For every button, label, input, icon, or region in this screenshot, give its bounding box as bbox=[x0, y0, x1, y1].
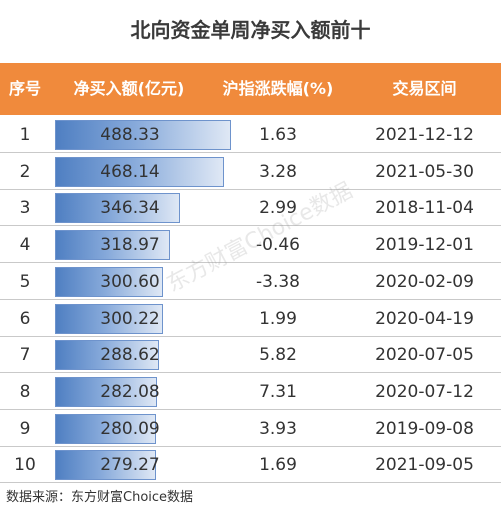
net-buy-value: 288.62 bbox=[100, 345, 160, 366]
period-cell: 2020-04-19 bbox=[375, 308, 474, 329]
rank-cell: 9 bbox=[19, 418, 31, 439]
net-buy-cell: 288.62 bbox=[55, 337, 205, 373]
net-buy-value: 488.33 bbox=[100, 125, 160, 145]
net-buy-bar bbox=[55, 193, 180, 224]
index-change-cell: 3.28 bbox=[259, 161, 297, 182]
net-buy-bar bbox=[55, 303, 164, 334]
index-change-cell: 3.93 bbox=[259, 418, 297, 439]
table-row: 7 288.62 5.82 2020-07-05 bbox=[0, 337, 501, 374]
net-buy-bar bbox=[55, 340, 159, 371]
net-buy-bar bbox=[55, 266, 164, 297]
net-buy-value: 346.34 bbox=[100, 198, 160, 219]
index-change-cell: -3.38 bbox=[256, 271, 300, 292]
net-buy-bar bbox=[55, 450, 156, 481]
period-cell: 2020-07-12 bbox=[375, 381, 474, 402]
index-change-cell: 2.99 bbox=[259, 198, 297, 219]
net-buy-value: 318.97 bbox=[100, 235, 160, 256]
table-row: 3 346.34 2.99 2018-11-04 bbox=[0, 190, 501, 227]
column-header-net-buy: 净买入额(亿元) bbox=[73, 79, 185, 98]
rank-cell: 4 bbox=[19, 235, 31, 256]
rank-cell: 1 bbox=[19, 125, 31, 145]
table-row: 10 279.27 1.69 2021-09-05 bbox=[0, 447, 501, 484]
net-buy-value: 468.14 bbox=[100, 161, 160, 182]
rank-cell: 6 bbox=[19, 308, 31, 329]
rank-cell: 7 bbox=[19, 345, 31, 366]
period-cell: 2020-02-09 bbox=[375, 271, 474, 292]
table-row: 4 318.97 -0.46 2019-12-01 bbox=[0, 227, 501, 264]
table-row: 5 300.60 -3.38 2020-02-09 bbox=[0, 264, 501, 300]
index-change-cell: 1.69 bbox=[259, 455, 297, 476]
net-buy-bar bbox=[55, 156, 224, 187]
period-cell: 2021-09-05 bbox=[375, 455, 474, 476]
table-row: 2 468.14 3.28 2021-05-30 bbox=[0, 154, 501, 190]
net-buy-value: 280.09 bbox=[100, 418, 160, 439]
index-change-cell: 7.31 bbox=[259, 381, 297, 402]
period-cell: 2021-05-30 bbox=[375, 161, 474, 182]
net-buy-value: 282.08 bbox=[100, 381, 160, 402]
net-buy-cell: 282.08 bbox=[55, 374, 205, 410]
net-buy-value: 300.22 bbox=[100, 308, 160, 329]
period-cell: 2020-07-05 bbox=[375, 345, 474, 366]
rank-cell: 2 bbox=[19, 161, 31, 182]
period-cell: 2021-12-12 bbox=[375, 125, 474, 145]
column-header-period: 交易区间 bbox=[392, 79, 457, 98]
rank-cell: 5 bbox=[19, 271, 31, 292]
net-buy-cell: 346.34 bbox=[55, 190, 205, 226]
index-change-cell: -0.46 bbox=[256, 235, 300, 256]
net-buy-bar bbox=[55, 230, 170, 261]
net-buy-cell: 468.14 bbox=[55, 154, 224, 190]
column-header-rank: 序号 bbox=[8, 79, 41, 98]
period-cell: 2019-09-08 bbox=[375, 418, 474, 439]
index-change-cell: 1.63 bbox=[259, 125, 297, 145]
rank-cell: 3 bbox=[19, 198, 31, 219]
period-cell: 2018-11-04 bbox=[375, 198, 474, 219]
net-buy-cell: 318.97 bbox=[55, 227, 205, 263]
net-buy-cell: 279.27 bbox=[55, 447, 205, 483]
rank-cell: 8 bbox=[19, 381, 31, 402]
net-buy-value: 300.60 bbox=[100, 271, 160, 292]
net-buy-cell: 300.60 bbox=[55, 264, 205, 300]
net-buy-cell: 488.33 bbox=[55, 117, 231, 153]
table-row: 8 282.08 7.31 2020-07-12 bbox=[0, 374, 501, 410]
table-row: 6 300.22 1.99 2020-04-19 bbox=[0, 301, 501, 337]
rank-cell: 10 bbox=[14, 455, 36, 476]
net-buy-bar bbox=[55, 376, 157, 407]
chart-title: 北向资金单周净买入额前十 bbox=[130, 18, 371, 42]
index-change-cell: 1.99 bbox=[259, 308, 297, 329]
index-change-cell: 5.82 bbox=[259, 345, 297, 366]
net-buy-cell: 280.09 bbox=[55, 411, 205, 447]
table-row: 1 488.33 1.63 2021-12-12 bbox=[0, 117, 501, 153]
column-header-index-change: 沪指涨跌幅(%) bbox=[222, 79, 334, 98]
net-buy-bar bbox=[55, 413, 156, 444]
period-cell: 2019-12-01 bbox=[375, 235, 474, 256]
net-buy-bar bbox=[55, 120, 231, 150]
table-header: 序号 净买入额(亿元) 沪指涨跌幅(%) 交易区间 bbox=[0, 63, 501, 115]
table-row: 9 280.09 3.93 2019-09-08 bbox=[0, 411, 501, 447]
data-source-note: 数据来源：东方财富Choice数据 bbox=[6, 490, 194, 505]
net-buy-value: 279.27 bbox=[100, 455, 160, 476]
net-buy-cell: 300.22 bbox=[55, 301, 205, 337]
